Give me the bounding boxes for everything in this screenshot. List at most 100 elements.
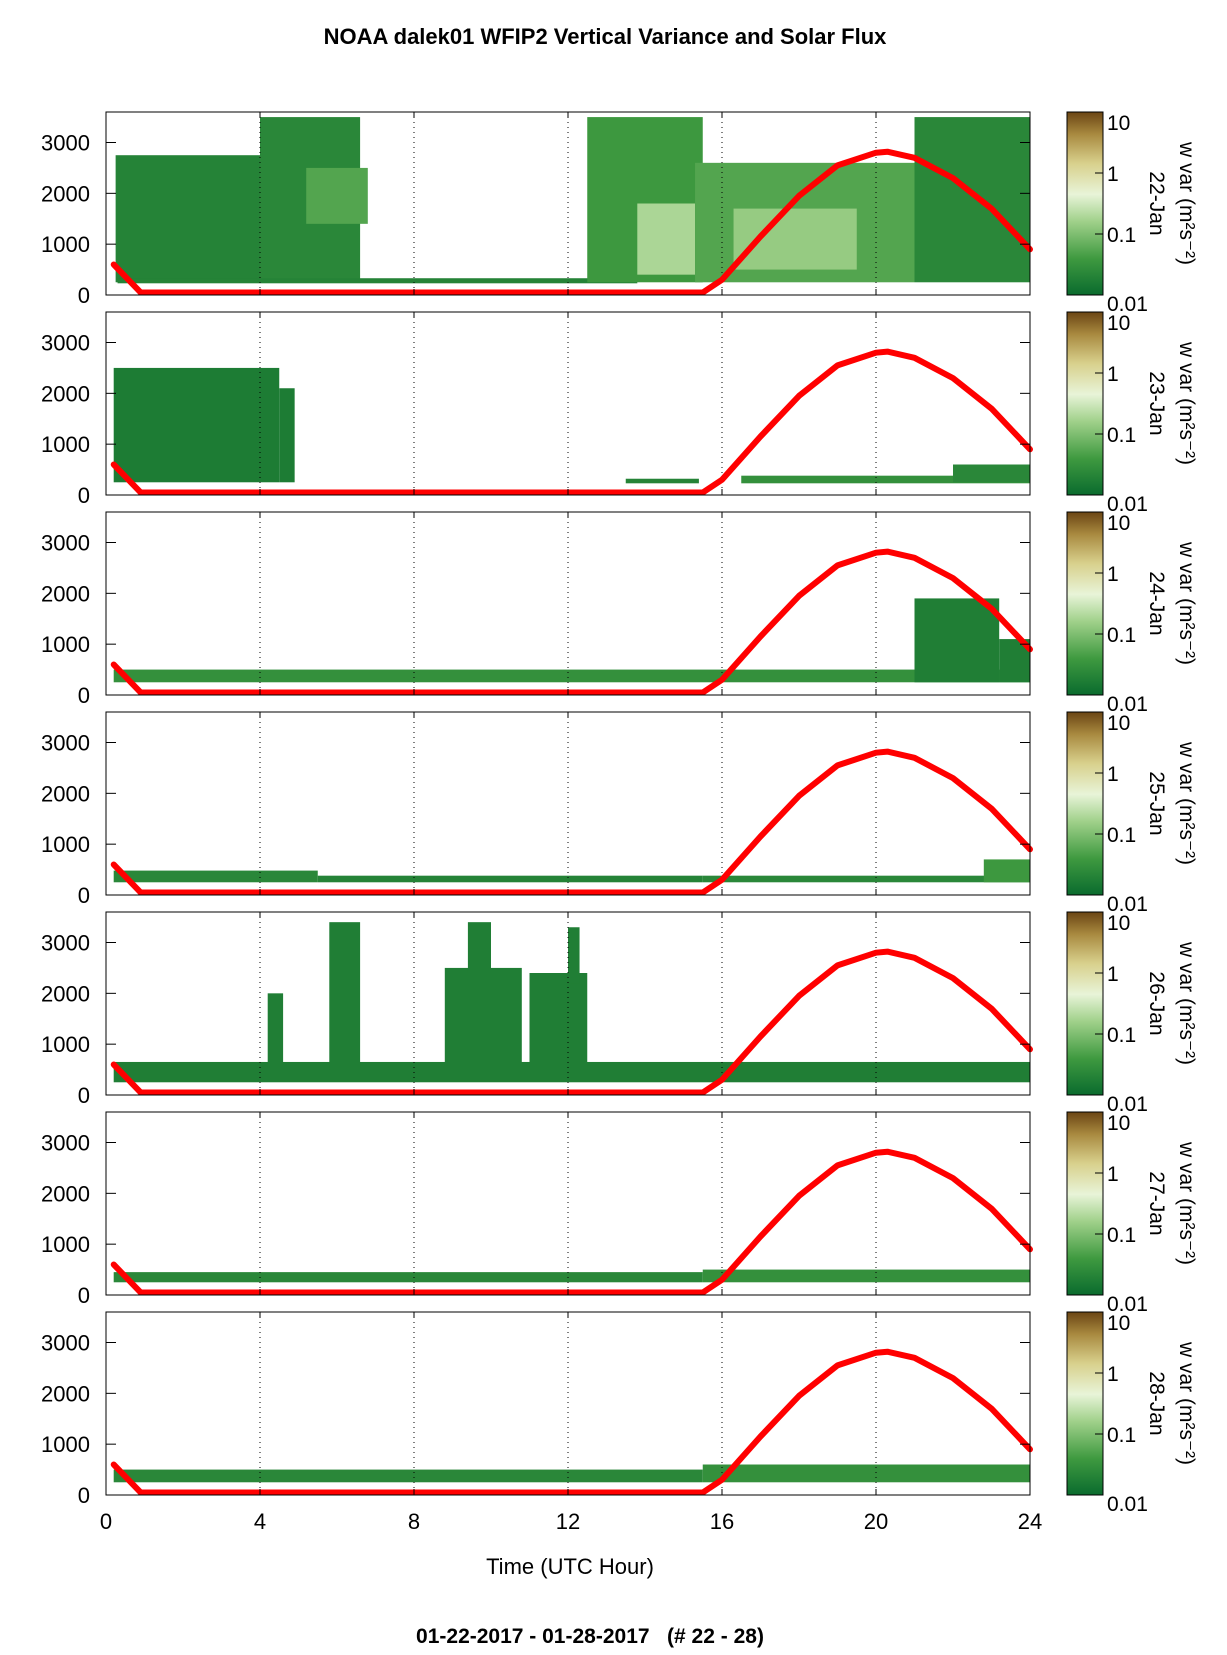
- heatmap-cell: [702, 1464, 1030, 1483]
- colorbar: [1066, 111, 1104, 296]
- heatmap-cell: [568, 927, 580, 984]
- colorbar-tick-label: 0.1: [1107, 824, 1136, 847]
- colorbar-title: w var (m²s⁻²): [1175, 141, 1198, 265]
- y-tick-label: 1000: [41, 832, 90, 857]
- colorbar-tick-label: 0.01: [1107, 693, 1148, 716]
- panel-28-jan: 0 1000 2000 3000 0.01 0.1 1 10 28-Jan w var (m²s⁻…: [41, 1311, 1198, 1516]
- heatmap-cell: [914, 598, 1000, 683]
- y-tick-label: 3000: [41, 531, 90, 556]
- heatmap-cell: [113, 870, 318, 883]
- colorbar-tick-label: 1: [1107, 963, 1119, 986]
- heatmap-cell: [637, 203, 696, 275]
- solar-flux-line: [110, 148, 1033, 296]
- panel-date-label: 26-Jan: [1145, 971, 1168, 1035]
- y-tick-label: 1000: [41, 1032, 90, 1057]
- y-tick-label: 3000: [41, 331, 90, 356]
- heatmap-cell: [113, 1469, 703, 1483]
- colorbar-tick-label: 1: [1107, 763, 1119, 786]
- colorbar-tick-label: 10: [1107, 712, 1130, 735]
- heatmap-cell: [444, 967, 522, 1070]
- x-axis-label: Time (UTC Hour): [486, 1554, 654, 1579]
- y-tick-label: 2000: [41, 1181, 90, 1206]
- x-tick-label: 24: [1018, 1509, 1042, 1534]
- heatmap-cell: [953, 464, 1030, 483]
- heatmap-cell: [702, 1269, 1030, 1283]
- panel-date-label: 22-Jan: [1145, 171, 1168, 235]
- heatmap-cell: [113, 1272, 703, 1283]
- colorbar-tick-label: 0.01: [1107, 493, 1148, 516]
- y-tick-label: 3000: [41, 731, 90, 756]
- heatmap-cell: [115, 155, 260, 283]
- colorbar-title: w var (m²s⁻²): [1175, 541, 1198, 665]
- solar-flux-line: [110, 748, 1033, 896]
- colorbar-tick-label: 10: [1107, 1312, 1130, 1335]
- solar-flux-line: [110, 948, 1033, 1096]
- heatmap-cell: [741, 475, 1030, 484]
- y-tick-label: 0: [78, 1483, 90, 1508]
- colorbar-tick-label: 10: [1107, 912, 1130, 935]
- y-tick-label: 0: [78, 1283, 90, 1308]
- colorbar: [1066, 1311, 1104, 1496]
- chart-title: NOAA dalek01 WFIP2 Vertical Variance and…: [324, 24, 888, 49]
- x-tick-label: 12: [556, 1509, 580, 1534]
- y-tick-label: 2000: [41, 781, 90, 806]
- colorbar-title: w var (m²s⁻²): [1175, 1341, 1198, 1465]
- heatmap-cell: [279, 388, 295, 483]
- colorbar-tick-label: 10: [1107, 1112, 1130, 1135]
- colorbar: [1066, 311, 1104, 496]
- colorbar-tick-label: 1: [1107, 163, 1119, 186]
- panel-23-jan: 0 1000 2000 3000 0.01 0.1 1 10 23-Jan w var (m²s⁻…: [41, 311, 1198, 516]
- colorbar-tick-label: 0.1: [1107, 1224, 1136, 1247]
- heatmap-cell: [306, 167, 368, 224]
- colorbar: [1066, 1111, 1104, 1296]
- heatmap-cell: [113, 367, 280, 483]
- heatmap-cell: [317, 875, 703, 883]
- colorbar: [1066, 911, 1104, 1096]
- x-tick-label: 0: [100, 1509, 112, 1534]
- panel-date-label: 25-Jan: [1145, 771, 1168, 835]
- y-tick-label: 0: [78, 683, 90, 708]
- y-tick-label: 2000: [41, 181, 90, 206]
- solar-flux-line: [110, 1148, 1033, 1296]
- solar-flux-line: [110, 1348, 1033, 1496]
- colorbar-tick-label: 0.01: [1107, 1293, 1148, 1316]
- y-tick-label: 3000: [41, 131, 90, 156]
- colorbar-tick-label: 0.1: [1107, 424, 1136, 447]
- colorbar-tick-label: 0.01: [1107, 293, 1148, 316]
- solar-flux-line: [110, 348, 1033, 496]
- y-tick-label: 1000: [41, 1232, 90, 1257]
- panel-date-label: 23-Jan: [1145, 371, 1168, 435]
- heatmap-cell: [117, 278, 638, 284]
- colorbar-tick-label: 0.1: [1107, 1424, 1136, 1447]
- panel-date-label: 28-Jan: [1145, 1371, 1168, 1435]
- colorbar: [1066, 711, 1104, 896]
- colorbar-tick-label: 1: [1107, 1163, 1119, 1186]
- panel-22-jan: 0 1000 2000 3000 0.01 0.1 1 10 22-Jan w var (m²s⁻…: [41, 111, 1198, 316]
- heatmap-cell: [267, 993, 284, 1065]
- x-tick-label: 4: [254, 1509, 266, 1534]
- x-axis: 0 4 8 12 16 20 24: [100, 1509, 1042, 1534]
- x-tick-label: 8: [408, 1509, 420, 1534]
- y-tick-label: 1000: [41, 232, 90, 257]
- colorbar-tick-label: 0.01: [1107, 893, 1148, 916]
- y-tick-label: 1000: [41, 1432, 90, 1457]
- y-tick-label: 0: [78, 483, 90, 508]
- y-tick-label: 2000: [41, 381, 90, 406]
- colorbar-tick-label: 0.01: [1107, 1493, 1148, 1516]
- y-tick-label: 1000: [41, 432, 90, 457]
- heatmap-cell: [733, 208, 857, 270]
- y-tick-label: 2000: [41, 981, 90, 1006]
- colorbar: [1066, 511, 1104, 696]
- heatmap-cell: [983, 859, 1030, 883]
- colorbar-tick-label: 10: [1107, 312, 1130, 335]
- colorbar-title: w var (m²s⁻²): [1175, 341, 1198, 465]
- colorbar-tick-label: 0.1: [1107, 1024, 1136, 1047]
- colorbar-tick-label: 1: [1107, 363, 1119, 386]
- heatmap-cell: [329, 922, 361, 1070]
- colorbar-tick-label: 1: [1107, 1363, 1119, 1386]
- solar-flux-line: [110, 548, 1033, 696]
- y-tick-label: 1000: [41, 632, 90, 657]
- colorbar-tick-label: 0.01: [1107, 1093, 1148, 1116]
- y-tick-label: 3000: [41, 1331, 90, 1356]
- colorbar-tick-label: 10: [1107, 112, 1130, 135]
